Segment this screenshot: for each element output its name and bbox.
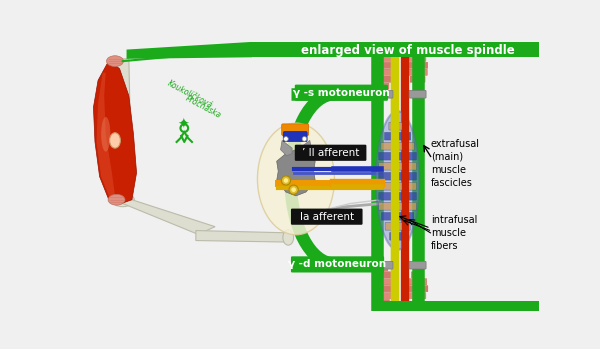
FancyBboxPatch shape xyxy=(409,261,426,269)
FancyBboxPatch shape xyxy=(389,122,406,130)
FancyBboxPatch shape xyxy=(412,272,424,278)
FancyBboxPatch shape xyxy=(379,192,416,200)
Text: ✦: ✦ xyxy=(177,118,188,132)
Circle shape xyxy=(284,136,288,141)
Text: ’ II afferent: ’ II afferent xyxy=(302,148,359,158)
Polygon shape xyxy=(377,302,539,311)
Polygon shape xyxy=(300,140,311,156)
Ellipse shape xyxy=(257,123,334,235)
FancyBboxPatch shape xyxy=(379,183,416,190)
Ellipse shape xyxy=(107,56,124,67)
FancyBboxPatch shape xyxy=(412,49,423,54)
FancyBboxPatch shape xyxy=(381,142,414,150)
FancyBboxPatch shape xyxy=(382,213,414,220)
Circle shape xyxy=(302,136,307,141)
Text: γ -d motoneuron: γ -d motoneuron xyxy=(289,259,386,269)
Text: Ia afferent: Ia afferent xyxy=(299,212,354,222)
FancyBboxPatch shape xyxy=(376,90,393,98)
FancyBboxPatch shape xyxy=(376,55,393,61)
FancyBboxPatch shape xyxy=(381,265,388,271)
FancyBboxPatch shape xyxy=(408,69,427,75)
Ellipse shape xyxy=(283,230,293,245)
Polygon shape xyxy=(113,200,215,235)
FancyBboxPatch shape xyxy=(283,132,307,142)
Ellipse shape xyxy=(108,194,125,205)
FancyBboxPatch shape xyxy=(385,132,411,140)
Ellipse shape xyxy=(101,117,110,151)
FancyBboxPatch shape xyxy=(379,162,416,170)
FancyBboxPatch shape xyxy=(379,49,390,54)
Polygon shape xyxy=(281,140,292,156)
FancyBboxPatch shape xyxy=(295,145,367,161)
Text: Prochaska: Prochaska xyxy=(184,94,223,120)
FancyBboxPatch shape xyxy=(374,62,395,68)
FancyBboxPatch shape xyxy=(379,153,416,160)
FancyBboxPatch shape xyxy=(407,285,428,292)
Polygon shape xyxy=(252,42,539,57)
Circle shape xyxy=(289,185,298,194)
FancyBboxPatch shape xyxy=(375,69,394,75)
Circle shape xyxy=(292,187,296,192)
Text: intrafusal
muscle
fibers: intrafusal muscle fibers xyxy=(431,215,477,251)
Polygon shape xyxy=(113,59,132,200)
Polygon shape xyxy=(277,150,315,196)
FancyBboxPatch shape xyxy=(380,83,389,89)
Circle shape xyxy=(284,178,288,183)
FancyBboxPatch shape xyxy=(376,261,393,269)
FancyBboxPatch shape xyxy=(376,292,393,299)
FancyBboxPatch shape xyxy=(291,209,362,225)
Polygon shape xyxy=(196,231,288,242)
Circle shape xyxy=(281,176,290,185)
Ellipse shape xyxy=(110,133,121,148)
FancyBboxPatch shape xyxy=(379,202,416,210)
Ellipse shape xyxy=(376,111,419,250)
FancyBboxPatch shape xyxy=(374,285,395,292)
Text: extrafusal
(main)
muscle
fascicles: extrafusal (main) muscle fascicles xyxy=(431,139,480,188)
Polygon shape xyxy=(97,73,115,196)
FancyBboxPatch shape xyxy=(282,124,308,135)
FancyBboxPatch shape xyxy=(295,84,388,101)
Text: γ -s motoneuron: γ -s motoneuron xyxy=(293,88,390,98)
FancyBboxPatch shape xyxy=(378,272,391,278)
FancyBboxPatch shape xyxy=(407,62,428,68)
FancyBboxPatch shape xyxy=(414,265,421,271)
FancyBboxPatch shape xyxy=(379,299,389,306)
FancyBboxPatch shape xyxy=(413,83,422,89)
FancyBboxPatch shape xyxy=(409,90,426,98)
FancyBboxPatch shape xyxy=(385,222,410,230)
Ellipse shape xyxy=(111,193,134,207)
FancyBboxPatch shape xyxy=(409,292,426,299)
Polygon shape xyxy=(127,42,252,59)
Text: Koukolíčková: Koukolíčková xyxy=(166,79,215,110)
FancyBboxPatch shape xyxy=(410,76,425,82)
FancyBboxPatch shape xyxy=(389,232,406,240)
FancyBboxPatch shape xyxy=(291,256,384,273)
FancyBboxPatch shape xyxy=(414,42,421,48)
FancyBboxPatch shape xyxy=(413,299,422,306)
Text: enlarged view of muscle spindle: enlarged view of muscle spindle xyxy=(301,44,514,57)
FancyBboxPatch shape xyxy=(377,76,392,82)
Polygon shape xyxy=(94,61,137,203)
FancyBboxPatch shape xyxy=(379,172,416,180)
FancyBboxPatch shape xyxy=(381,42,388,48)
FancyBboxPatch shape xyxy=(376,279,394,285)
FancyBboxPatch shape xyxy=(409,55,426,61)
FancyBboxPatch shape xyxy=(409,279,427,285)
